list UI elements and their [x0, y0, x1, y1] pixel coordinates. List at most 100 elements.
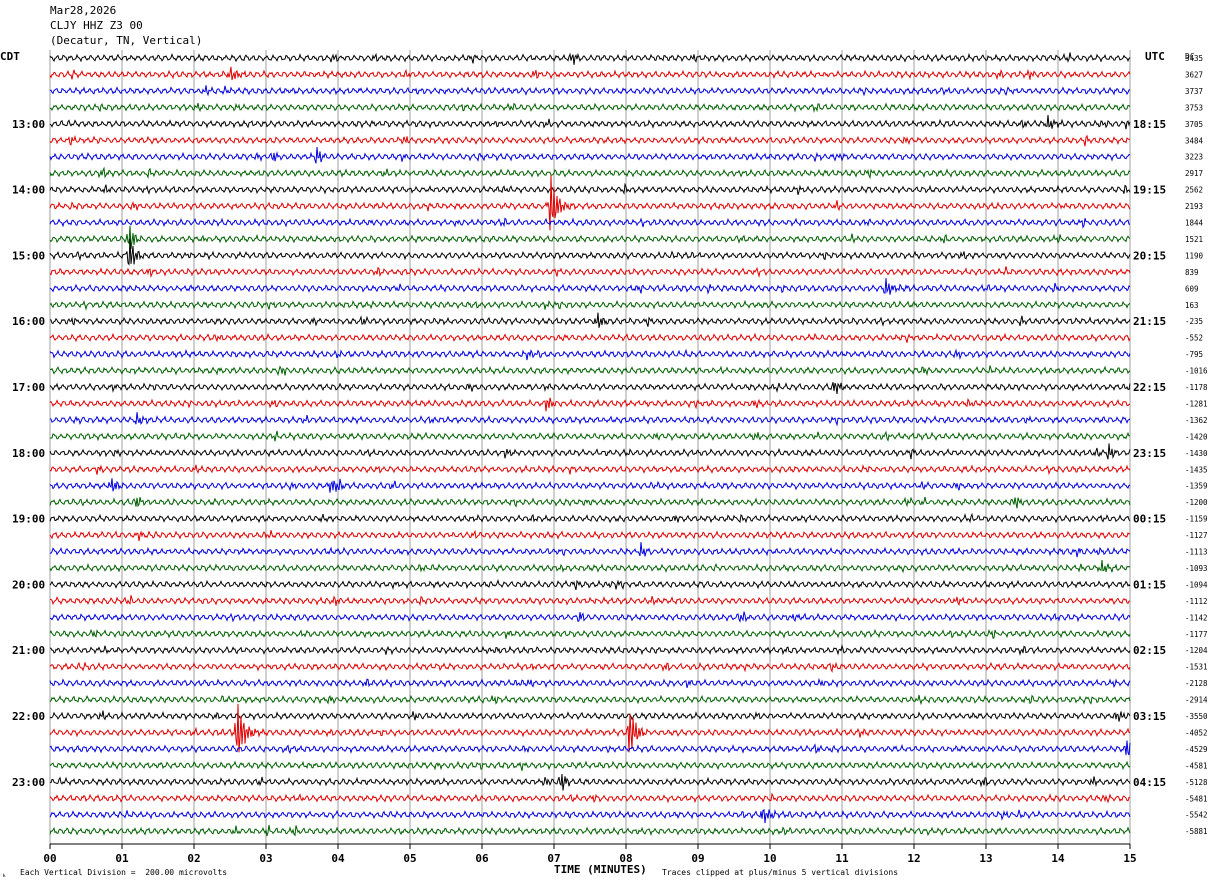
trace-row-26 [49, 478, 1131, 493]
left-timezone-label: CDT [0, 50, 20, 63]
dc-offset-label-row-12: 1190 [1185, 251, 1204, 260]
dc-offset-label-row-38: -2128 [1185, 679, 1208, 688]
trace-row-32 [49, 579, 1131, 591]
dc-offset-label-row-35: -1177 [1185, 630, 1208, 639]
trace-row-24 [49, 443, 1131, 460]
trace-row-46 [49, 808, 1131, 824]
trace-row-2 [49, 85, 1131, 97]
dc-offset-label-row-42: -4529 [1185, 745, 1208, 754]
x-tick-label-14: 14 [1051, 852, 1065, 865]
dc-offset-label-row-46: -5542 [1185, 811, 1208, 820]
left-time-label-1900: 19:00 [12, 513, 45, 526]
dc-offset-label-row-30: -1113 [1185, 548, 1208, 557]
dc-offset-label-row-27: -1200 [1185, 498, 1208, 507]
dc-offset-label-row-15: 163 [1185, 301, 1199, 310]
dc-offset-label-row-22: -1362 [1185, 416, 1208, 425]
trace-row-36 [49, 643, 1131, 657]
dc-offset-label-row-1: 3627 [1185, 70, 1203, 79]
dc-offset-label-row-29: -1127 [1185, 531, 1208, 540]
dc-offset-label-row-33: -1112 [1185, 597, 1208, 606]
dc-offset-label-row-16: -235 [1185, 317, 1203, 326]
trace-row-7 [49, 166, 1131, 180]
trace-row-13 [49, 266, 1131, 279]
clip-note: Traces clipped at plus/minus 5 vertical … [662, 868, 899, 877]
dc-corner-label: DC [1185, 52, 1195, 61]
dc-offset-label-row-9: 2193 [1185, 202, 1203, 211]
x-tick-label-09: 09 [691, 852, 704, 865]
dc-offset-label-row-24: -1430 [1185, 449, 1208, 458]
trace-row-18 [49, 348, 1131, 361]
x-tick-label-03: 03 [259, 852, 272, 865]
right-time-label-1915: 19:15 [1133, 184, 1166, 197]
right-time-label-1815: 18:15 [1133, 118, 1166, 131]
dc-offset-label-row-6: 3223 [1185, 153, 1203, 162]
dc-offset-label-row-19: -1016 [1185, 367, 1208, 376]
trace-row-20 [49, 382, 1131, 394]
corner-mark: ₖ [2, 870, 7, 879]
dc-offset-label-row-45: -5481 [1185, 794, 1208, 803]
right-timezone-label: UTC [1145, 50, 1165, 63]
trace-row-23 [49, 430, 1131, 442]
right-time-label-0015: 00:15 [1133, 513, 1166, 526]
trace-row-43 [49, 760, 1131, 771]
dc-offset-label-row-28: -1159 [1185, 515, 1208, 524]
trace-row-1 [49, 66, 1131, 81]
trace-row-19 [49, 365, 1131, 377]
left-time-label-2100: 21:00 [12, 644, 45, 657]
dc-offset-label-row-2: 3737 [1185, 87, 1203, 96]
trace-row-40 [49, 710, 1131, 722]
trace-row-5 [49, 134, 1131, 147]
left-time-label-1600: 16:00 [12, 315, 45, 328]
left-time-label-1300: 13:00 [12, 118, 45, 131]
x-axis-title: TIME (MINUTES) [554, 863, 647, 876]
right-time-label-2315: 23:15 [1133, 447, 1166, 460]
dc-offset-label-row-21: -1281 [1185, 399, 1208, 408]
trace-row-14 [49, 278, 1131, 295]
right-time-label-2115: 21:15 [1133, 315, 1166, 328]
dc-offset-label-row-47: -5881 [1185, 827, 1208, 836]
dc-offset-label-row-36: -1204 [1185, 646, 1208, 655]
trace-row-30 [49, 542, 1131, 558]
trace-row-38 [49, 677, 1131, 689]
x-tick-label-15: 15 [1123, 852, 1136, 865]
trace-row-33 [49, 595, 1131, 607]
x-tick-label-00: 00 [43, 852, 56, 865]
trace-group [49, 52, 1131, 837]
left-time-label-2000: 20:00 [12, 578, 45, 591]
axis-labels: 00 01 02 03 04 05 06 07 08 09 10 11 12 13 14 15 3435 3627… [12, 54, 1208, 865]
header-location: (Decatur, TN, Vertical) [50, 34, 203, 47]
trace-row-22 [49, 412, 1131, 427]
trace-row-4 [49, 115, 1131, 130]
trace-row-45 [49, 792, 1131, 804]
dc-offset-label-row-20: -1178 [1185, 383, 1208, 392]
dc-offset-label-row-39: -2914 [1185, 696, 1208, 705]
x-tick-label-02: 02 [187, 852, 200, 865]
dc-offset-label-row-44: -5128 [1185, 778, 1208, 787]
left-time-label-1700: 17:00 [12, 381, 45, 394]
trace-row-28 [49, 512, 1131, 524]
trace-row-41 [49, 703, 1131, 753]
x-tick-label-05: 05 [403, 852, 416, 865]
dc-offset-label-row-13: 839 [1185, 268, 1199, 277]
dc-offset-label-row-34: -1142 [1185, 613, 1208, 622]
trace-row-8 [49, 182, 1131, 195]
trace-row-47 [49, 824, 1131, 837]
x-tick-label-07: 07 [547, 852, 560, 865]
dc-offset-label-row-7: 2917 [1185, 169, 1203, 178]
right-time-label-2215: 22:15 [1133, 381, 1166, 394]
dc-offset-label-row-23: -1420 [1185, 432, 1208, 441]
trace-row-11 [49, 225, 1131, 250]
left-time-label-1800: 18:00 [12, 447, 45, 460]
x-tick-label-13: 13 [979, 852, 992, 865]
dc-offset-label-row-32: -1094 [1185, 580, 1208, 589]
x-tick-label-11: 11 [835, 852, 849, 865]
x-tick-label-12: 12 [907, 852, 920, 865]
trace-row-39 [49, 694, 1131, 706]
dc-offset-label-row-17: -552 [1185, 334, 1203, 343]
trace-row-9 [49, 175, 1131, 231]
dc-offset-label-row-25: -1435 [1185, 465, 1208, 474]
dc-offset-label-row-5: 3484 [1185, 136, 1204, 145]
dc-offset-label-row-14: 609 [1185, 284, 1199, 293]
trace-row-42 [49, 740, 1131, 756]
trace-row-3 [49, 102, 1131, 113]
